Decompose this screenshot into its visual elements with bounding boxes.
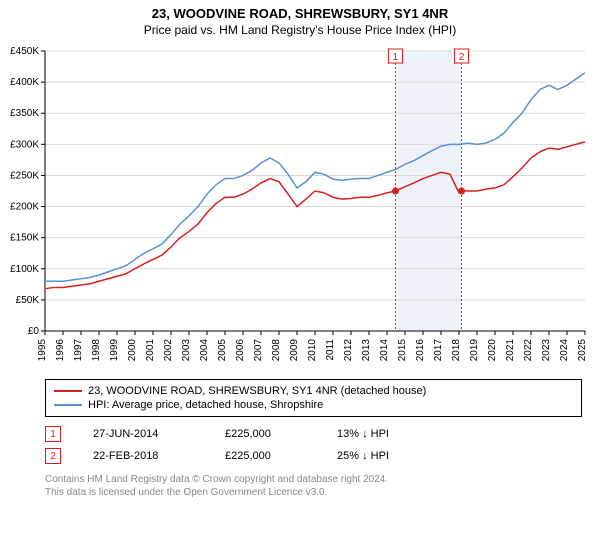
svg-text:2015: 2015 [397, 339, 408, 362]
svg-text:2011: 2011 [325, 339, 336, 361]
svg-text:2002: 2002 [163, 339, 174, 362]
svg-text:2001: 2001 [145, 339, 156, 362]
footer-attribution: Contains HM Land Registry data © Crown c… [45, 473, 582, 499]
sale-number-box: 1 [45, 426, 61, 442]
sale-date: 27-JUN-2014 [93, 428, 193, 440]
svg-text:2018: 2018 [451, 339, 462, 362]
chart-title: 23, WOODVINE ROAD, SHREWSBURY, SY1 4NR [0, 6, 600, 21]
legend-swatch [54, 404, 82, 406]
sale-price: £225,000 [225, 450, 305, 462]
svg-text:1998: 1998 [91, 339, 102, 362]
svg-text:2016: 2016 [415, 339, 426, 362]
sale-date: 22-FEB-2018 [93, 450, 193, 462]
legend-row: HPI: Average price, detached house, Shro… [54, 398, 573, 412]
svg-text:£50K: £50K [16, 295, 40, 306]
svg-text:1997: 1997 [73, 339, 84, 362]
svg-text:2017: 2017 [433, 339, 444, 362]
legend-swatch [54, 390, 82, 392]
svg-text:2: 2 [459, 52, 465, 63]
sale-row: 2 22-FEB-2018 £225,000 25% ↓ HPI [45, 445, 582, 467]
svg-text:2008: 2008 [271, 339, 282, 362]
svg-text:2010: 2010 [307, 339, 318, 362]
svg-text:£150K: £150K [10, 233, 39, 244]
svg-text:£450K: £450K [10, 46, 39, 57]
svg-text:1995: 1995 [37, 339, 48, 362]
svg-text:1: 1 [393, 52, 399, 63]
svg-text:£350K: £350K [10, 108, 39, 119]
svg-text:2006: 2006 [235, 339, 246, 362]
svg-text:2005: 2005 [217, 339, 228, 362]
svg-text:2012: 2012 [343, 339, 354, 362]
legend: 23, WOODVINE ROAD, SHREWSBURY, SY1 4NR (… [45, 379, 582, 417]
legend-row: 23, WOODVINE ROAD, SHREWSBURY, SY1 4NR (… [54, 384, 573, 398]
svg-text:£200K: £200K [10, 202, 39, 213]
svg-text:2000: 2000 [127, 339, 138, 362]
svg-text:£250K: £250K [10, 170, 39, 181]
price-chart: £0 £50K £100K £150K £200K £250K £300K £350K £400… [0, 43, 600, 373]
svg-text:2009: 2009 [289, 339, 300, 362]
svg-text:£0: £0 [28, 326, 40, 337]
svg-text:1996: 1996 [55, 339, 66, 362]
sale-row: 1 27-JUN-2014 £225,000 13% ↓ HPI [45, 423, 582, 445]
svg-text:1999: 1999 [109, 339, 120, 362]
svg-text:£400K: £400K [10, 77, 39, 88]
footer-line-2: This data is licensed under the Open Gov… [45, 486, 582, 499]
svg-text:2024: 2024 [559, 339, 570, 362]
svg-text:2022: 2022 [523, 339, 534, 362]
svg-text:2021: 2021 [505, 339, 516, 362]
svg-text:2025: 2025 [577, 339, 588, 362]
svg-text:2014: 2014 [379, 339, 390, 362]
svg-text:2007: 2007 [253, 339, 264, 362]
legend-label: HPI: Average price, detached house, Shro… [88, 399, 323, 411]
svg-text:2003: 2003 [181, 339, 192, 362]
sales-table: 1 27-JUN-2014 £225,000 13% ↓ HPI 2 22-FEB-201… [45, 423, 582, 467]
svg-text:2019: 2019 [469, 339, 480, 362]
svg-text:£300K: £300K [10, 139, 39, 150]
svg-text:2013: 2013 [361, 339, 372, 362]
svg-text:2023: 2023 [541, 339, 552, 362]
sale-hpi-diff: 13% ↓ HPI [337, 428, 417, 440]
chart-subtitle: Price paid vs. HM Land Registry's House … [0, 23, 600, 37]
sale-number-box: 2 [45, 448, 61, 464]
legend-label: 23, WOODVINE ROAD, SHREWSBURY, SY1 4NR (… [88, 385, 426, 397]
sale-hpi-diff: 25% ↓ HPI [337, 450, 417, 462]
svg-text:2004: 2004 [199, 339, 210, 362]
svg-text:2020: 2020 [487, 339, 498, 362]
sale-price: £225,000 [225, 428, 305, 440]
footer-line-1: Contains HM Land Registry data © Crown c… [45, 473, 582, 486]
svg-text:£100K: £100K [10, 264, 39, 275]
